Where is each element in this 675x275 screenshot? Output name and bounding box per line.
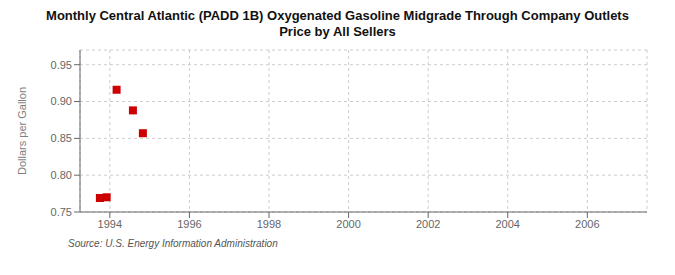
svg-text:0.80: 0.80 <box>51 169 72 181</box>
svg-text:2006: 2006 <box>575 218 599 230</box>
svg-text:0.95: 0.95 <box>51 59 72 71</box>
svg-text:0.75: 0.75 <box>51 206 72 218</box>
html-text:Source: U.S. Energy Informatio: Source: U.S. Energy Information Administ… <box>68 238 278 249</box>
svg-text:0.85: 0.85 <box>51 132 72 144</box>
svg-text:2004: 2004 <box>495 218 519 230</box>
svg-text:0.90: 0.90 <box>51 95 72 107</box>
svg-text:1996: 1996 <box>177 218 201 230</box>
svg-text:Dollars per Gallon: Dollars per Gallon <box>16 87 28 175</box>
svg-text:2002: 2002 <box>416 218 440 230</box>
svg-text:1994: 1994 <box>98 218 122 230</box>
html-text:Monthly Central Atlantic (PADD: Monthly Central Atlantic (PADD 1B) Oxyge… <box>46 8 629 39</box>
svg-text:2000: 2000 <box>336 218 360 230</box>
svg-text:1998: 1998 <box>257 218 281 230</box>
